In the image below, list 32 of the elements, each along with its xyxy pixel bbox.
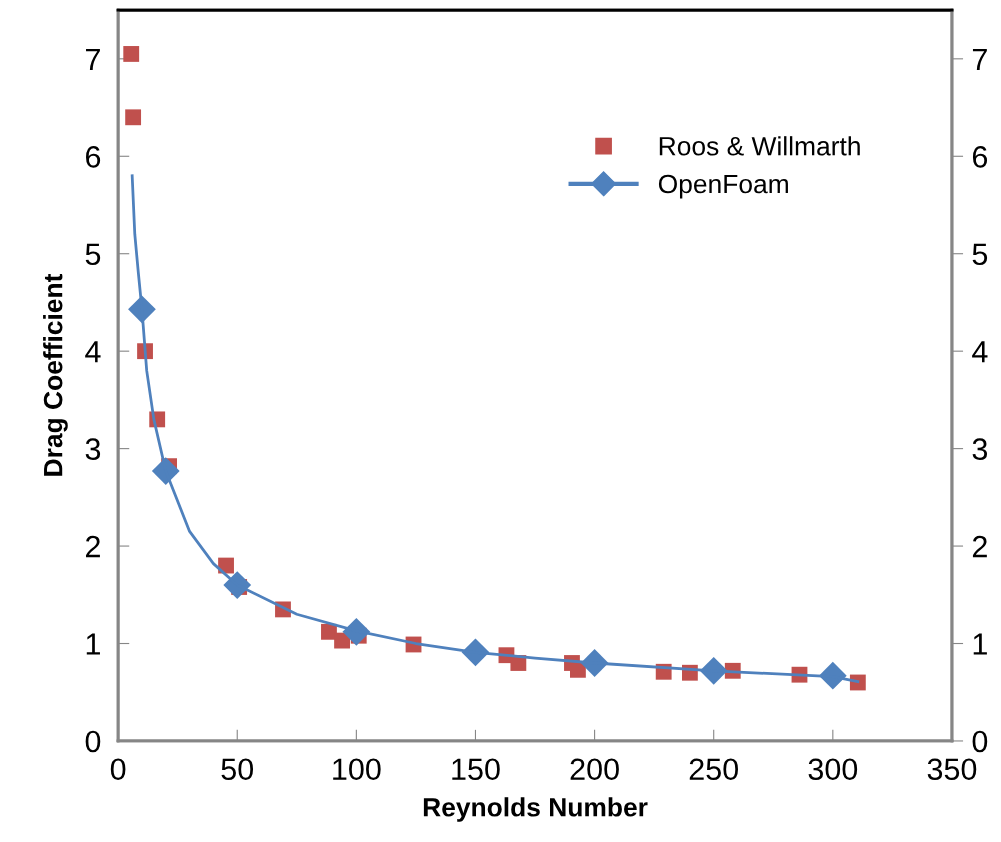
legend-label: Roos & Willmarth [659, 136, 860, 156]
y2-tick-label: 3 [972, 438, 988, 460]
y-tick-label: 1 [86, 633, 100, 655]
x-tick-label: 100 [333, 758, 381, 781]
point [223, 571, 252, 599]
x-axis-title: Reynolds Number [423, 797, 648, 822]
x-tick-label: 150 [452, 758, 500, 781]
x-tick-label: 250 [689, 758, 739, 781]
y2-tick-label: 5 [972, 243, 988, 266]
point [123, 46, 140, 62]
y2-tick-label: 2 [972, 535, 987, 558]
y-tick-label: 6 [86, 146, 101, 168]
y-tick-label: 0 [85, 730, 101, 753]
point [125, 109, 142, 126]
y2-tick-label: 1 [973, 633, 987, 655]
x-tick-label: 350 [927, 758, 977, 781]
point [334, 632, 350, 649]
x-tick-label: 200 [570, 758, 619, 781]
y-axis-title: Drag Coefficient [43, 273, 68, 476]
legend-label: OpenFoam [658, 174, 788, 199]
y-tick-label: 3 [85, 438, 101, 460]
x-tick-label: 50 [221, 758, 254, 781]
x-tick-label: 300 [808, 758, 858, 781]
y-tick-label: 2 [86, 535, 100, 558]
y-tick-label: 4 [85, 341, 101, 363]
y2-tick-label: 7 [972, 48, 987, 70]
y2-tick-label: 0 [972, 730, 988, 753]
y-tick-label: 5 [85, 243, 101, 266]
y2-tick-label: 6 [972, 146, 988, 168]
x-tick-label: 0 [110, 758, 126, 781]
y2-tick-label: 4 [972, 341, 988, 363]
y-tick-label: 7 [86, 48, 100, 70]
